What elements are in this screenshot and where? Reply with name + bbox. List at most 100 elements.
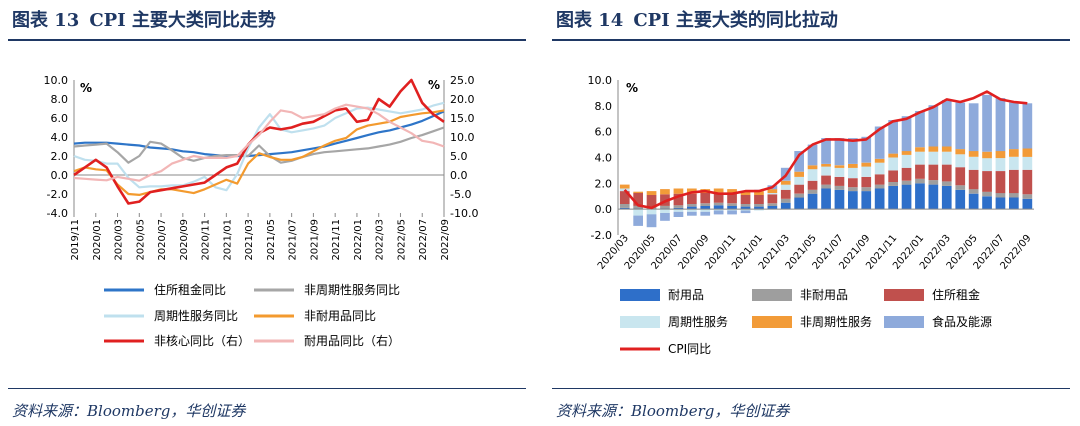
- legend-swatch-周期性服务: [620, 316, 660, 328]
- left-y-tick-label: 8.0: [51, 93, 69, 106]
- x-tick-label: 2022/07: [418, 219, 429, 261]
- bar-segment-住所租金: [727, 193, 737, 204]
- legend-label: 住所租金同比: [154, 282, 226, 297]
- bar-segment-住所租金: [700, 193, 711, 204]
- bar-segment-非耐用品: [754, 204, 764, 207]
- bar-segment-非周期性服务: [834, 165, 845, 168]
- bar-segment-耐用品: [995, 197, 1006, 210]
- right-y-tick-label: -10.0: [450, 207, 478, 220]
- bar-segment-非耐用品: [687, 204, 697, 207]
- bar-segment-非耐用品: [848, 187, 858, 192]
- legend-swatch-耐用品: [620, 289, 660, 301]
- bar-segment-食品及能源: [915, 111, 925, 148]
- bar-segment-周期性服务: [848, 167, 858, 179]
- bar-segment-住所租金: [861, 176, 872, 188]
- x-tick-label: 2022/03: [375, 219, 386, 261]
- bar-segment-耐用品: [780, 202, 791, 210]
- bar-segment-非周期性服务: [633, 191, 643, 193]
- cpi-yoy-line: [623, 90, 1028, 210]
- bar-segment-食品及能源: [700, 211, 711, 216]
- bar-segment-住所租金: [848, 178, 858, 188]
- bar-segment-住所租金: [687, 193, 697, 204]
- bar-segment-耐用品: [740, 206, 751, 210]
- bar-segment-食品及能源: [687, 211, 697, 216]
- y-tick-label: 6.0: [595, 126, 613, 139]
- bar-segment-周期性服务: [646, 209, 657, 215]
- bar-segment-住所租金: [982, 171, 992, 192]
- left-y-tick-label: 6.0: [51, 112, 69, 125]
- bar-segment-周期性服务: [660, 209, 670, 214]
- bar-segment-周期性服务: [780, 184, 791, 190]
- bar-segment-非耐用品: [1022, 194, 1033, 199]
- bar-segment-食品及能源: [713, 210, 724, 215]
- bar-segment-非周期性服务: [848, 164, 858, 168]
- legend-swatch-食品及能源: [884, 316, 924, 328]
- bar-segment-周期性服务: [727, 209, 737, 211]
- bar-segment-住所租金: [807, 180, 818, 190]
- bar-segment-非周期性服务: [727, 189, 737, 193]
- bar-segment-非周期性服务: [807, 165, 818, 170]
- bar-segment-非周期性服务: [968, 151, 979, 157]
- bar-segment-耐用品: [767, 205, 778, 210]
- right-y-tick-label: -5.0: [450, 188, 471, 201]
- x-tick-label: 2021/09: [309, 219, 320, 261]
- bar-segment-食品及能源: [968, 103, 979, 152]
- bar-segment-耐用品: [874, 188, 885, 210]
- bar-segment-非耐用品: [780, 198, 791, 203]
- bar-segment-非耐用品: [861, 187, 872, 192]
- bar-segment-非耐用品: [700, 203, 711, 206]
- bar-segment-非周期性服务: [660, 189, 670, 195]
- bar-segment-周期性服务: [673, 209, 684, 212]
- bar-segment-耐用品: [834, 189, 845, 210]
- legend-label: 非周期性服务: [800, 314, 872, 329]
- bar-segment-住所租金: [955, 167, 966, 186]
- left-figure-label: 图表 13: [12, 10, 80, 31]
- legend-label: CPI同比: [668, 342, 711, 356]
- y-tick-label: 10.0: [588, 74, 613, 87]
- bar-segment-非周期性服务: [619, 184, 630, 189]
- right-title-rule: [552, 39, 1070, 41]
- bar-segment-周期性服务: [901, 154, 912, 168]
- bar-segment-食品及能源: [794, 151, 804, 172]
- bar-segment-食品及能源: [646, 214, 657, 228]
- left-y-tick-label: 0.0: [51, 169, 69, 182]
- bar-segment-周期性服务: [968, 156, 979, 170]
- bar-segment-非耐用品: [995, 193, 1006, 198]
- bar-segment-周期性服务: [794, 176, 804, 185]
- bar-segment-非耐用品: [727, 203, 737, 206]
- bar-segment-食品及能源: [673, 211, 684, 217]
- bar-segment-耐用品: [727, 205, 737, 210]
- bar-segment-非耐用品: [901, 180, 912, 185]
- bar-segment-耐用品: [807, 193, 818, 210]
- bar-segment-食品及能源: [834, 138, 845, 166]
- bar-segment-住所租金: [928, 164, 939, 181]
- bar-segment-周期性服务: [955, 154, 966, 168]
- left-source-note: 资料来源：Bloomberg，华创证券: [12, 402, 246, 420]
- bar-segment-耐用品: [982, 196, 992, 210]
- bar-segment-住所租金: [968, 169, 979, 190]
- bar-segment-非周期性服务: [901, 151, 912, 155]
- series-line-非耐用品同比: [73, 109, 445, 196]
- right-y-tick-label: 10.0: [450, 131, 475, 144]
- bar-segment-耐用品: [968, 193, 979, 210]
- x-tick-label: 2020/09: [179, 219, 190, 261]
- bar-segment-食品及能源: [995, 98, 1006, 152]
- bar-segment-住所租金: [995, 171, 1006, 194]
- legend-label: 非耐用品同比: [304, 309, 376, 323]
- bar-segment-食品及能源: [928, 105, 939, 147]
- bar-segment-周期性服务: [982, 158, 992, 171]
- right-figure-label: 图表 14: [556, 10, 624, 31]
- bar-segment-非耐用品: [633, 205, 643, 209]
- bar-segment-周期性服务: [713, 209, 724, 211]
- left-y-tick-label: 10.0: [44, 74, 69, 87]
- x-tick-label: 2021/07: [288, 219, 299, 261]
- bar-segment-耐用品: [1022, 198, 1033, 210]
- bar-segment-食品及能源: [633, 215, 643, 226]
- bar-segment-住所租金: [673, 193, 684, 206]
- bar-segment-周期性服务: [1022, 156, 1033, 170]
- bar-segment-住所租金: [874, 174, 885, 185]
- bar-segment-食品及能源: [740, 210, 751, 214]
- bar-segment-非耐用品: [874, 184, 885, 189]
- bar-segment-食品及能源: [874, 126, 885, 159]
- bar-segment-住所租金: [915, 164, 925, 179]
